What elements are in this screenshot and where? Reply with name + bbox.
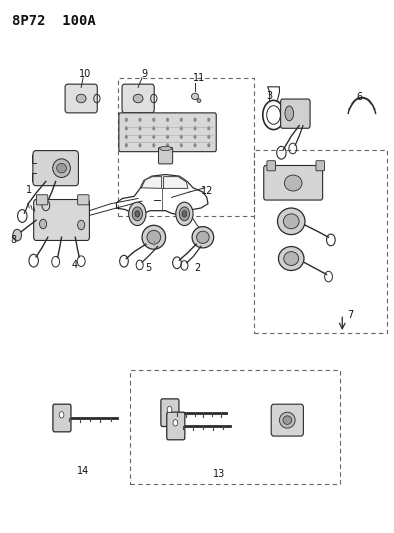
Circle shape	[59, 411, 64, 418]
Ellipse shape	[192, 227, 214, 248]
FancyBboxPatch shape	[161, 399, 179, 426]
Circle shape	[152, 135, 155, 139]
Ellipse shape	[284, 252, 299, 265]
Circle shape	[167, 406, 172, 413]
Bar	[130, 370, 340, 484]
FancyBboxPatch shape	[158, 148, 173, 164]
FancyBboxPatch shape	[122, 84, 154, 113]
Circle shape	[132, 207, 142, 221]
Text: 6: 6	[357, 92, 363, 102]
Circle shape	[125, 126, 128, 131]
Text: 8P72  100A: 8P72 100A	[13, 14, 96, 28]
Ellipse shape	[279, 247, 304, 270]
Circle shape	[152, 126, 155, 131]
FancyBboxPatch shape	[271, 404, 303, 436]
Circle shape	[139, 118, 141, 122]
Circle shape	[193, 135, 197, 139]
Ellipse shape	[277, 208, 305, 235]
Circle shape	[180, 135, 183, 139]
Circle shape	[139, 135, 141, 139]
Circle shape	[78, 220, 85, 230]
Text: 9: 9	[141, 69, 147, 79]
Ellipse shape	[76, 94, 86, 103]
Text: 7: 7	[347, 310, 353, 320]
Circle shape	[180, 126, 183, 131]
FancyBboxPatch shape	[33, 199, 89, 240]
Text: 1: 1	[26, 185, 32, 196]
Text: 11: 11	[193, 73, 205, 83]
Ellipse shape	[279, 412, 295, 428]
Circle shape	[182, 211, 187, 217]
Circle shape	[152, 118, 155, 122]
Circle shape	[152, 143, 155, 148]
FancyBboxPatch shape	[78, 195, 89, 205]
FancyBboxPatch shape	[316, 161, 325, 171]
Ellipse shape	[283, 214, 299, 229]
Text: 2: 2	[194, 263, 200, 272]
Text: 10: 10	[79, 69, 92, 79]
FancyBboxPatch shape	[36, 195, 48, 205]
Bar	[119, 78, 254, 216]
Ellipse shape	[133, 94, 143, 103]
Text: 13: 13	[212, 469, 225, 479]
Ellipse shape	[284, 175, 302, 191]
Text: 4: 4	[71, 261, 78, 270]
Circle shape	[125, 143, 128, 148]
FancyBboxPatch shape	[33, 151, 78, 185]
Ellipse shape	[160, 147, 171, 151]
FancyBboxPatch shape	[267, 161, 275, 171]
Circle shape	[207, 135, 210, 139]
Ellipse shape	[147, 230, 161, 244]
Circle shape	[39, 219, 46, 229]
Circle shape	[166, 118, 169, 122]
Circle shape	[193, 143, 197, 148]
Circle shape	[193, 118, 197, 122]
Circle shape	[173, 419, 178, 426]
Circle shape	[207, 126, 210, 131]
Circle shape	[129, 202, 146, 225]
Text: 8: 8	[11, 236, 17, 246]
Circle shape	[207, 118, 210, 122]
FancyBboxPatch shape	[281, 99, 310, 128]
FancyBboxPatch shape	[264, 165, 323, 200]
Circle shape	[176, 202, 193, 225]
FancyBboxPatch shape	[53, 404, 71, 432]
Circle shape	[180, 118, 183, 122]
Circle shape	[166, 135, 169, 139]
FancyBboxPatch shape	[65, 84, 97, 113]
Circle shape	[180, 143, 183, 148]
Circle shape	[166, 143, 169, 148]
Circle shape	[125, 135, 128, 139]
Ellipse shape	[285, 106, 294, 121]
Ellipse shape	[57, 164, 67, 173]
Circle shape	[179, 207, 190, 221]
Circle shape	[135, 211, 140, 217]
Ellipse shape	[142, 225, 165, 249]
Ellipse shape	[53, 159, 71, 177]
Circle shape	[193, 126, 197, 131]
Circle shape	[166, 126, 169, 131]
Polygon shape	[141, 176, 162, 188]
Circle shape	[13, 229, 22, 241]
Text: 5: 5	[145, 263, 151, 272]
Ellipse shape	[191, 93, 199, 100]
FancyBboxPatch shape	[119, 113, 216, 152]
Text: 12: 12	[201, 186, 213, 196]
Circle shape	[125, 118, 128, 122]
Circle shape	[207, 143, 210, 148]
Text: 3: 3	[267, 91, 273, 101]
Polygon shape	[164, 176, 188, 188]
Text: 14: 14	[77, 466, 89, 476]
Ellipse shape	[197, 99, 201, 102]
Circle shape	[139, 126, 141, 131]
Ellipse shape	[197, 231, 209, 244]
Ellipse shape	[283, 416, 292, 424]
Bar	[254, 150, 387, 333]
FancyBboxPatch shape	[167, 412, 185, 440]
Circle shape	[139, 143, 141, 148]
